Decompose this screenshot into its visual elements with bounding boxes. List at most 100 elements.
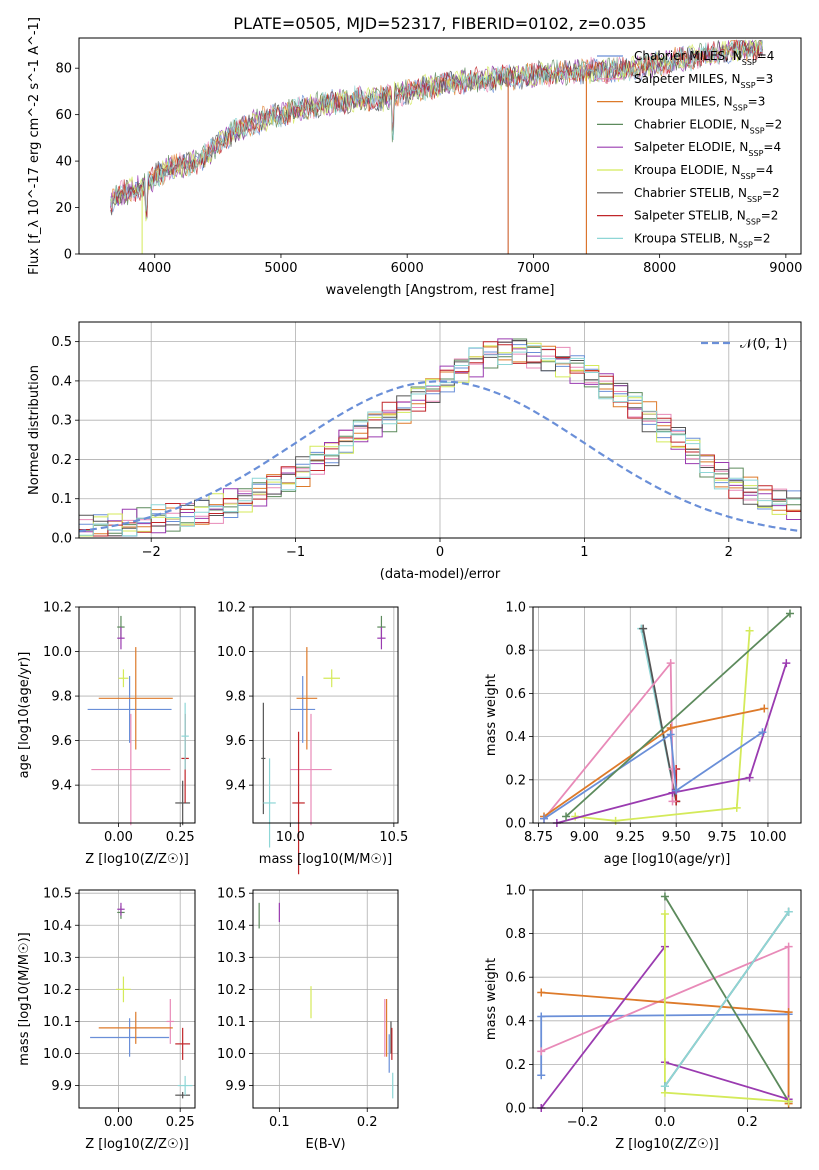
x-tick-label: 8.75 xyxy=(524,830,553,845)
y-tick-label: 0.2 xyxy=(505,773,526,788)
weight-series-marker xyxy=(540,814,549,823)
weight-series-line xyxy=(664,911,790,1087)
weight-series-marker xyxy=(668,797,677,806)
y-tick-label: 0.2 xyxy=(505,1058,526,1073)
x-tick-label: 7000 xyxy=(517,261,550,276)
y-tick-label: 0.8 xyxy=(505,927,526,942)
legend-entry: Salpeter ELODIE, NSSP=4 xyxy=(634,140,781,158)
errorbar-point xyxy=(98,1011,173,1044)
x-tick-label: 2 xyxy=(725,545,733,560)
y-tick-label: 0.4 xyxy=(505,730,526,745)
weight-series-marker xyxy=(537,1071,546,1080)
errorbar-point xyxy=(263,758,276,848)
x-tick-label: 8000 xyxy=(643,261,676,276)
errorbar-point xyxy=(116,976,131,1003)
errorbar-point xyxy=(98,647,173,750)
axes-frame xyxy=(532,606,802,824)
weight-series-marker xyxy=(660,909,669,918)
age_vs_Z-axes xyxy=(79,606,195,823)
errorbar-point xyxy=(175,1091,191,1099)
mass_weight_vs_Z-frame: −0.2 0.0 0.2 0.0 0.2 0.4 0.6 0.8 1.0 Z [log10(Z/Z… xyxy=(484,884,802,1152)
errorbar-point xyxy=(87,676,172,743)
x-tick-label: 0.0 xyxy=(655,1115,676,1130)
weight-series-marker xyxy=(537,988,546,997)
y-axis-label: mass [log10(M/M☉)] xyxy=(17,932,32,1065)
y-tick-label: 9.8 xyxy=(225,690,246,705)
weight-series-marker xyxy=(784,907,793,916)
y-axis-label: mass weight xyxy=(484,674,499,756)
weight-series-line xyxy=(565,612,791,818)
y-tick-label: 10.2 xyxy=(43,601,72,616)
y-tick-label: 9.6 xyxy=(225,734,246,749)
errorbar-point xyxy=(118,669,129,688)
errorbar-point xyxy=(175,1027,191,1060)
mass_vs_Z-axes xyxy=(79,890,195,1108)
x-tick-label: 9.00 xyxy=(570,830,599,845)
weight-series-line xyxy=(575,630,751,822)
weight-series-marker xyxy=(537,1047,546,1056)
errorbar-point xyxy=(117,627,125,650)
y-tick-label: 9.6 xyxy=(51,734,72,749)
weight-series-marker xyxy=(571,812,580,821)
weight-series-marker xyxy=(537,1012,546,1021)
y-tick-label: 0.2 xyxy=(51,453,72,468)
weight-series-marker xyxy=(562,812,571,821)
y-axis-label: age [log10(age/yr)] xyxy=(17,652,32,779)
y-tick-label: 10.2 xyxy=(43,983,72,998)
weight-series-marker xyxy=(784,1097,793,1106)
legend-entry: Kroupa ELODIE, NSSP=4 xyxy=(634,163,773,181)
y-tick-label: 10.0 xyxy=(217,645,246,660)
y-tick-label: 0 xyxy=(64,248,72,263)
y-tick-label: 0.6 xyxy=(505,687,526,702)
y-tick-label: 20 xyxy=(55,201,72,216)
x-tick-label: 9000 xyxy=(769,261,802,276)
weight-series-marker xyxy=(660,1082,669,1091)
x-tick-label: 0.2 xyxy=(357,1115,378,1130)
x-tick-label: 1 xyxy=(580,545,588,560)
y-tick-label: 0.1 xyxy=(51,492,72,507)
x-tick-label: 6000 xyxy=(391,261,424,276)
mass_vs_Z-frame: 0.00 0.25 9.9 10.0 10.1 10.2 10.3 10.4 10.5 Z [lo… xyxy=(17,887,196,1152)
normal-curve xyxy=(78,380,802,533)
errorbar-point xyxy=(261,702,266,815)
x-axis-label: age [log10(age/yr)] xyxy=(604,852,731,867)
x-axis-label: Z [log10(Z/Z☉)] xyxy=(615,1137,719,1152)
x-tick-label: 0.2 xyxy=(737,1115,758,1130)
weight-series-marker xyxy=(732,803,741,812)
weight-series-marker xyxy=(660,892,669,901)
weight-series-line xyxy=(543,707,765,818)
x-axis-label: (data-model)/error xyxy=(380,567,501,582)
y-tick-label: 40 xyxy=(55,155,72,170)
y-tick-label: 9.4 xyxy=(225,779,246,794)
spectrum-line xyxy=(110,39,763,212)
legend-entry: Chabrier STELIB, NSSP=2 xyxy=(634,186,780,204)
x-tick-label: 0.00 xyxy=(104,1115,133,1130)
x-tick-label: 10.5 xyxy=(379,830,408,845)
weight-series-marker xyxy=(785,609,794,618)
y-axis-label: mass weight xyxy=(484,958,499,1040)
weight-series-marker xyxy=(668,765,677,773)
y-tick-label: 10.0 xyxy=(43,645,72,660)
weight-series-marker xyxy=(758,728,767,737)
legend-entry: Chabrier MILES, NSSP=4 xyxy=(634,49,774,67)
errorbar-point xyxy=(181,702,189,770)
x-axis-label: mass [log10(M/M☉)] xyxy=(259,852,392,867)
x-tick-label: 0.00 xyxy=(104,830,133,845)
axes-frame xyxy=(532,889,802,1109)
x-tick-label: 4000 xyxy=(138,261,171,276)
residuals-frame: −2 −1 0 1 2 0.0 0.1 0.2 0.3 0.4 0.5 (data-model)/er… xyxy=(27,321,802,582)
axes-frame xyxy=(78,889,196,1109)
y-tick-label: 10.5 xyxy=(43,887,72,902)
errorbar-point xyxy=(90,1018,170,1057)
weight-series-marker xyxy=(639,624,648,633)
weight-series-line xyxy=(664,1061,789,1101)
legend-entry: Salpeter STELIB, NSSP=2 xyxy=(634,209,778,227)
x-tick-label: −1 xyxy=(286,545,305,560)
y-tick-label: 10.0 xyxy=(217,1047,246,1062)
y-tick-label: 0.4 xyxy=(51,374,72,389)
errorbar-point xyxy=(323,669,340,688)
y-tick-label: 1.0 xyxy=(505,884,526,899)
x-tick-label: 9.25 xyxy=(616,830,645,845)
x-tick-label: 0.25 xyxy=(166,1115,195,1130)
errorbar-point xyxy=(117,902,125,916)
